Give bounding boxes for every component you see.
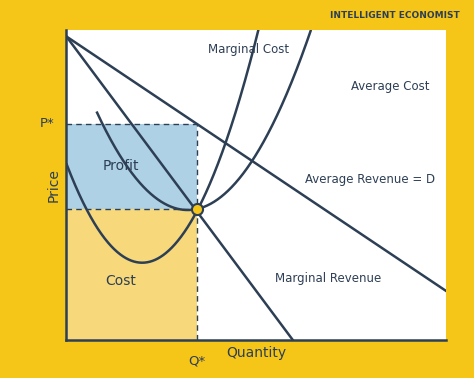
- Text: INTELLIGENT ECONOMIST: INTELLIGENT ECONOMIST: [330, 11, 460, 20]
- Text: Average Revenue = D: Average Revenue = D: [305, 172, 436, 186]
- Text: Average Cost: Average Cost: [351, 79, 429, 93]
- Bar: [66, 209, 197, 340]
- Text: P*: P*: [40, 118, 55, 130]
- Bar: [66, 124, 197, 209]
- Text: Marginal Cost: Marginal Cost: [208, 43, 289, 56]
- Text: Marginal Revenue: Marginal Revenue: [275, 272, 381, 285]
- Y-axis label: Price: Price: [47, 168, 61, 202]
- Text: Cost: Cost: [106, 274, 137, 288]
- Text: Profit: Profit: [103, 160, 139, 174]
- Text: Q*: Q*: [188, 354, 205, 367]
- X-axis label: Quantity: Quantity: [226, 346, 286, 360]
